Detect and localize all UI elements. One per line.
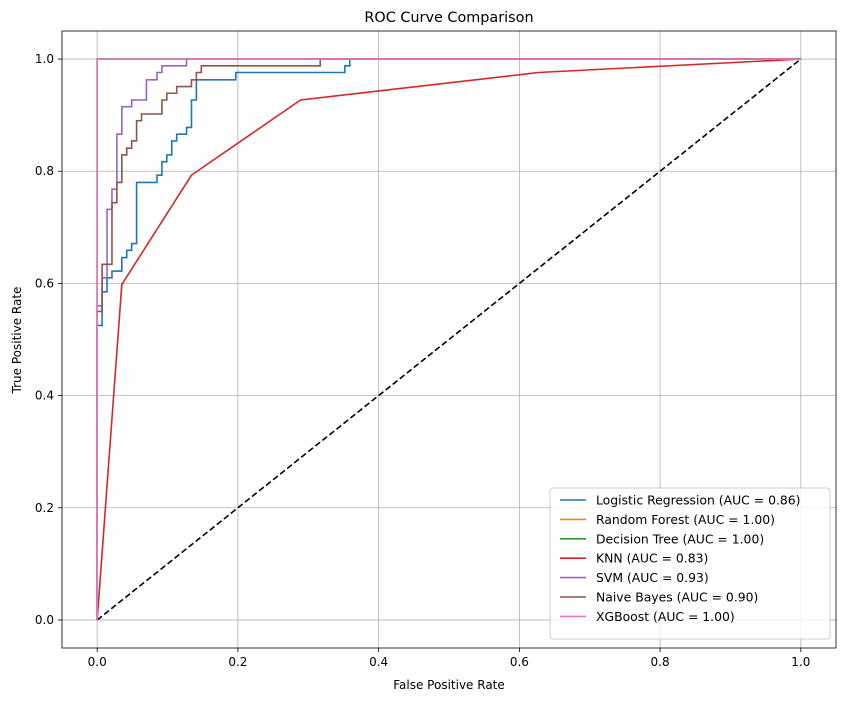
series-line-naive-bayes (96, 58, 801, 620)
legend-label-xgboost: XGBoost (AUC = 1.00) (596, 609, 735, 624)
y-tick-label: 0.6 (35, 276, 54, 290)
x-tick-label: 0.2 (228, 655, 247, 669)
series-lines (96, 58, 801, 621)
y-axis-label: True Positive Rate (10, 287, 24, 395)
chart-title: ROC Curve Comparison (364, 10, 533, 26)
grid (62, 31, 836, 648)
plot-area-frame (61, 30, 837, 649)
legend-label-svm: SVM (AUC = 0.93) (596, 570, 709, 585)
reference-diagonal-line (96, 58, 802, 621)
x-tick-label: 0.0 (88, 655, 107, 669)
y-tick-label: 0.0 (35, 613, 54, 627)
x-tick-label: 0.6 (510, 655, 529, 669)
legend-label-logistic-regression: Logistic Regression (AUC = 0.86) (596, 493, 801, 508)
y-axis-ticks: 0.0 0.2 0.4 0.6 0.8 1.0 (35, 52, 62, 627)
series-line-xgboost (96, 58, 801, 620)
legend-label-naive-bayes: Naive Bayes (AUC = 0.90) (596, 590, 758, 605)
legend-label-knn: KNN (AUC = 0.83) (596, 551, 708, 566)
legend-label-decision-tree: Decision Tree (AUC = 1.00) (596, 531, 764, 546)
y-tick-label: 0.8 (35, 164, 54, 178)
legend-label-random-forest: Random Forest (AUC = 1.00) (596, 512, 775, 527)
y-tick-label: 1.0 (35, 52, 54, 66)
y-tick-label: 0.2 (35, 501, 54, 515)
legend: Logistic Regression (AUC = 0.86) Random F… (549, 487, 831, 640)
x-tick-label: 0.8 (651, 655, 670, 669)
x-tick-label: 0.4 (369, 655, 388, 669)
x-tick-label: 1.0 (791, 655, 810, 669)
series-line-knn (96, 58, 801, 621)
x-axis-ticks: 0.0 0.2 0.4 0.6 0.8 1.0 (88, 648, 810, 669)
series-line-svm (96, 58, 801, 620)
legend-box (549, 487, 831, 640)
reference-diagonal (96, 58, 802, 621)
series-line-logistic-regression (96, 58, 801, 620)
x-axis-label: False Positive Rate (393, 678, 505, 692)
y-tick-label: 0.4 (35, 389, 54, 403)
